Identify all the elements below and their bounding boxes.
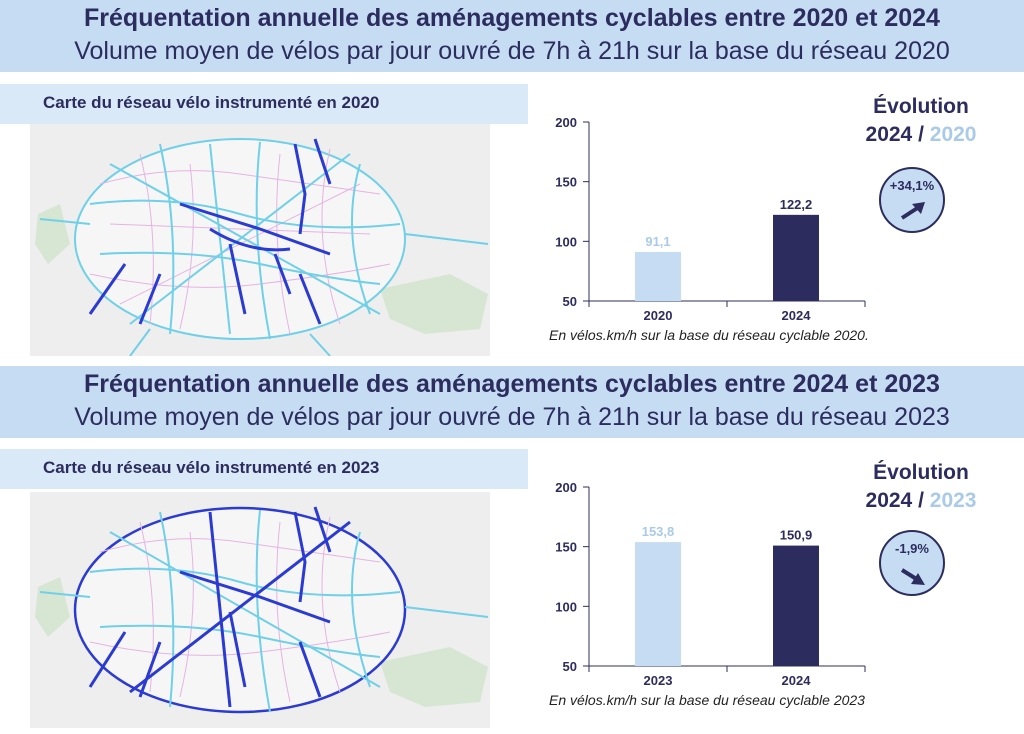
y-tick-label: 50: [563, 294, 577, 309]
section-1-evolution-sep: /: [918, 123, 924, 146]
section-1-evolution-base: 2020: [929, 123, 977, 146]
section-2-evolution-value: -1,9%: [895, 541, 929, 556]
section-1-bar-chart: 50 100 150 200 91,1 2020 122,2 2024: [555, 115, 866, 323]
y-tick-label: 150: [555, 175, 577, 190]
trend-up-arrow-icon: [900, 202, 925, 220]
section-1-chart-note: En vélos.km/h sur la base du réseau cycl…: [549, 327, 869, 343]
section-2-header: Fréquentation annuelle des aménagements …: [0, 366, 1024, 438]
section-1-header: Fréquentation annuelle des aménagements …: [0, 0, 1024, 72]
trend-down-arrow-icon: [900, 568, 925, 585]
bar-2024: [773, 214, 819, 301]
bar-2020: [635, 251, 681, 301]
y-tick-label: 100: [555, 599, 577, 614]
x-tick-label: 2023: [644, 673, 673, 688]
x-tick-label: 2024: [782, 673, 812, 688]
section-1-evolution-years: 2024 / 2020: [836, 121, 1006, 149]
x-tick-label: 2024: [782, 308, 812, 323]
data-label-2024: 150,9: [780, 528, 813, 543]
section-2-chart-note: En vélos.km/h sur la base du réseau cycl…: [549, 692, 865, 708]
section-2-bike-network-map: [30, 492, 490, 728]
section-2-evolution-title: Évolution 2024 / 2023: [836, 459, 1006, 515]
y-tick-label: 50: [563, 659, 577, 674]
x-tick-label: 2020: [644, 308, 673, 323]
section-1-evolution-current: 2024: [865, 123, 913, 146]
data-label-2024: 122,2: [780, 197, 813, 212]
y-tick-label: 150: [555, 540, 577, 555]
section-2-map-label-bar: Carte du réseau vélo instrumenté en 2023: [0, 449, 528, 489]
section-1-bike-network-map: [30, 124, 490, 356]
y-tick-label: 200: [555, 480, 577, 495]
section-1-evolution-label: Évolution: [873, 95, 969, 118]
y-tick-label: 100: [555, 234, 577, 249]
section-2-map-label: Carte du réseau vélo instrumenté en 2023: [43, 458, 380, 477]
section-2-evolution-base: 2023: [929, 489, 977, 512]
section-2-evolution-years: 2024 / 2023: [836, 487, 1006, 515]
data-label-2023: 153,8: [642, 524, 675, 539]
section-1-title: Fréquentation annuelle des aménagements …: [84, 4, 940, 32]
section-2-title: Fréquentation annuelle des aménagements …: [84, 370, 940, 398]
section-1-evolution-value: +34,1%: [889, 178, 935, 193]
section-2-bar-chart: 50 100 150 200 153,8 2023 150,9 2024: [555, 480, 866, 688]
y-tick-label: 200: [555, 115, 577, 130]
data-label-2020: 91,1: [645, 234, 670, 249]
section-2-evolution-current: 2024: [865, 489, 913, 512]
bar-2024: [773, 545, 819, 666]
section-2-evolution-badge: -1,9%: [879, 530, 945, 596]
section-1-subtitle: Volume moyen de vélos par jour ouvré de …: [74, 37, 950, 65]
section-1-map-label-bar: Carte du réseau vélo instrumenté en 2020: [0, 84, 528, 124]
section-2-subtitle: Volume moyen de vélos par jour ouvré de …: [74, 403, 950, 431]
section-1-map-label: Carte du réseau vélo instrumenté en 2020: [43, 93, 380, 112]
section-1-evolution-badge: +34,1%: [879, 167, 945, 233]
section-2-evolution-label: Évolution: [873, 461, 969, 484]
section-2-evolution-sep: /: [918, 489, 924, 512]
bar-2023: [635, 542, 681, 666]
section-1-evolution-title: Évolution 2024 / 2020: [836, 93, 1006, 149]
